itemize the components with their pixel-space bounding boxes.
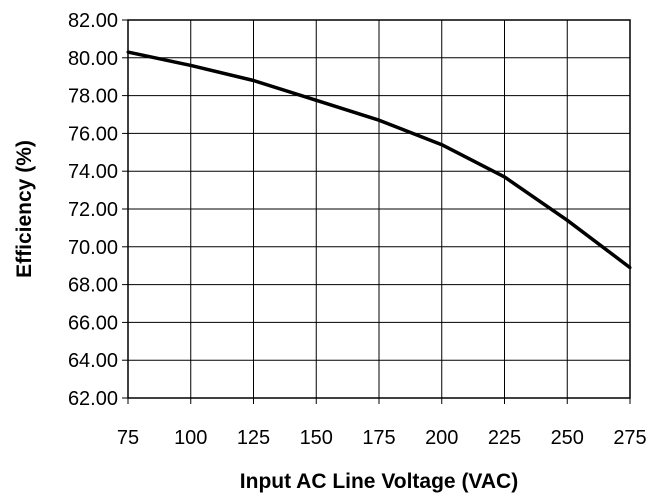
x-tick-label: 275 (613, 427, 646, 449)
data-point (440, 143, 444, 147)
y-tick-label: 72.00 (68, 199, 118, 221)
x-tick-label: 125 (237, 427, 270, 449)
data-point (377, 118, 381, 122)
data-point (628, 266, 632, 270)
data-point (126, 50, 130, 54)
y-tick-label: 64.00 (68, 350, 118, 372)
data-point (503, 175, 506, 179)
y-tick-label: 80.00 (68, 48, 118, 70)
y-tick-label: 74.00 (68, 161, 118, 183)
data-point (314, 98, 318, 102)
y-tick-label: 62.00 (68, 388, 118, 410)
x-tick-label: 150 (300, 427, 333, 449)
x-tick-label: 75 (117, 427, 139, 449)
x-tick-label: 200 (425, 427, 458, 449)
y-tick-label: 78.00 (68, 86, 118, 108)
y-tick-label: 82.00 (68, 10, 118, 32)
y-tick-label: 76.00 (68, 123, 118, 145)
y-axis-title: Efficiency (%) (13, 140, 36, 278)
y-tick-label: 66.00 (68, 312, 118, 334)
series-layer (126, 50, 632, 270)
x-tick-label: 100 (174, 427, 207, 449)
x-tick-label: 175 (362, 427, 395, 449)
data-point (189, 63, 193, 67)
x-tick-label: 225 (488, 427, 521, 449)
x-tick-label: 250 (551, 427, 584, 449)
data-point (252, 78, 255, 82)
y-tick-label: 70.00 (68, 237, 118, 259)
axis-ticks (122, 19, 631, 404)
x-axis-title: Input AC Line Voltage (VAC) (240, 470, 518, 493)
y-tick-label: 68.00 (68, 275, 118, 297)
data-point (565, 218, 569, 222)
tick-labels: 75 100 125 150 175 200 225 250 275 82.00 80.00 78.0… (68, 10, 647, 449)
